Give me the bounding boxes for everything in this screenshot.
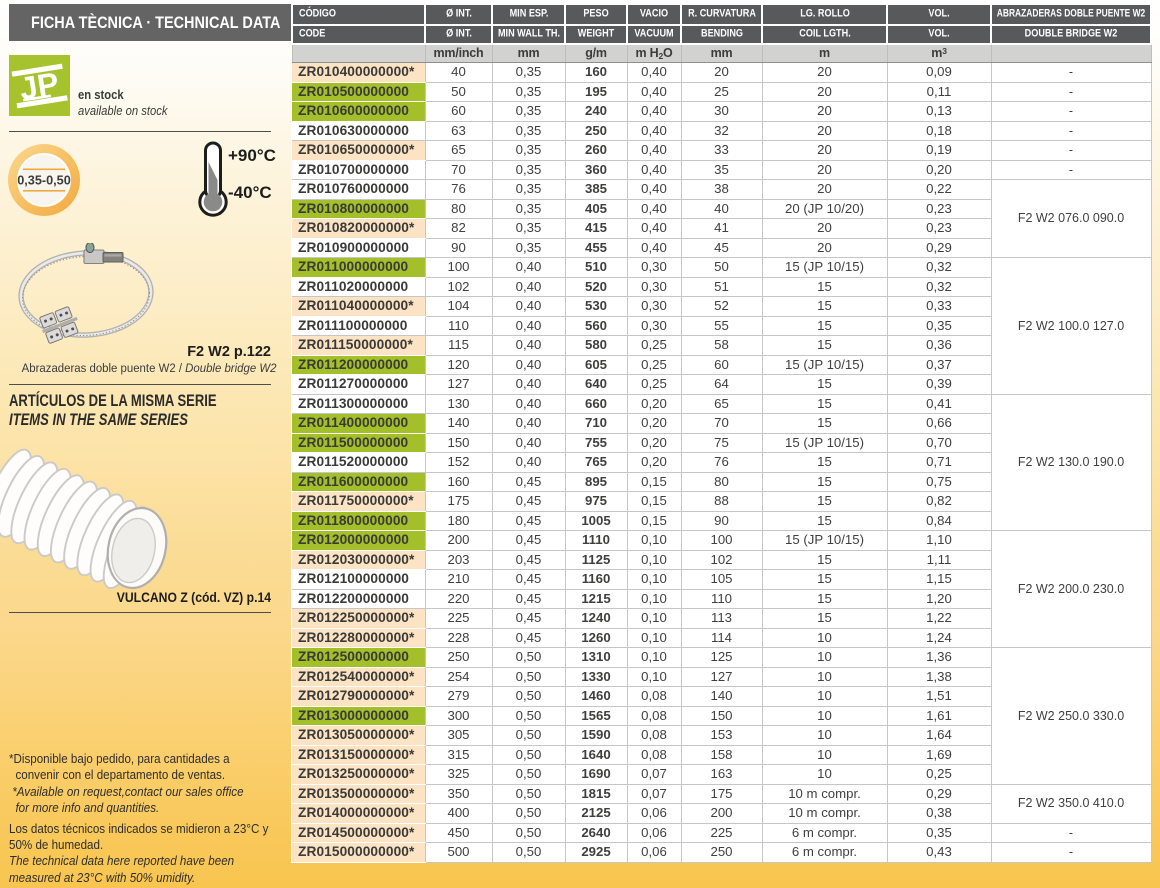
svg-text:0,35-0,50: 0,35-0,50: [17, 174, 71, 188]
